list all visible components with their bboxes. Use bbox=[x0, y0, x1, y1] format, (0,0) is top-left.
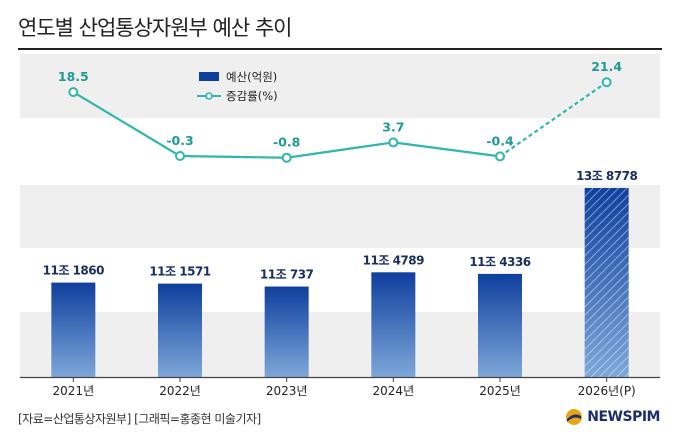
bar-value-label: 11조 4789 bbox=[363, 253, 424, 267]
growth-point bbox=[601, 77, 612, 88]
legend-bar-swatch bbox=[199, 72, 219, 81]
background-band-3 bbox=[20, 312, 660, 377]
background-band-1 bbox=[20, 54, 660, 118]
bar-value-label: 11조 1571 bbox=[149, 265, 210, 279]
growth-value-label: -0.3 bbox=[166, 133, 193, 148]
growth-value-label: 18.5 bbox=[58, 69, 89, 84]
legend: 예산(억원) 증감률(%) bbox=[197, 70, 278, 103]
growth-point bbox=[388, 137, 399, 148]
source-credit: [자료=산업통상자원부] [그래픽=홍종현 미술기자] bbox=[18, 412, 261, 426]
growth-value-label: -0.8 bbox=[273, 135, 300, 150]
growth-value-label: 3.7 bbox=[382, 119, 404, 134]
newspim-mark-icon bbox=[566, 409, 583, 425]
x-axis-label: 2022년 bbox=[159, 384, 201, 398]
growth-point bbox=[175, 151, 185, 162]
bar-2022년 bbox=[158, 283, 202, 377]
growth-value-label: 21.4 bbox=[591, 59, 622, 74]
brand-name: NEWSPIM bbox=[587, 409, 660, 425]
growth-point bbox=[495, 151, 505, 162]
brand-logo: NEWSPIM bbox=[565, 408, 660, 426]
x-axis-label: 2021년 bbox=[53, 384, 95, 398]
bar-2025년 bbox=[478, 273, 522, 377]
legend-line-marker bbox=[205, 92, 213, 100]
bar-value-label: 13조 8778 bbox=[576, 169, 637, 183]
bar-value-label: 11조 1860 bbox=[43, 264, 104, 278]
bar-2024년 bbox=[371, 272, 416, 377]
title-divider bbox=[18, 48, 662, 50]
bar-value-label: 11조 737 bbox=[260, 268, 314, 282]
x-axis-label: 2025년 bbox=[479, 384, 521, 398]
growth-point bbox=[281, 152, 292, 163]
legend-bar-label: 예산(억원) bbox=[226, 70, 277, 84]
chart-title: 연도별 산업통상자원부 예산 추이 bbox=[18, 16, 293, 40]
x-axis-label: 2024년 bbox=[373, 384, 415, 398]
bar-value-label: 11조 4336 bbox=[469, 255, 530, 269]
bar-2021년 bbox=[51, 282, 96, 377]
growth-value-label: -0.4 bbox=[486, 133, 514, 148]
growth-point bbox=[68, 87, 79, 98]
legend-line-label: 증감률(%) bbox=[226, 89, 278, 103]
bar-2023년 bbox=[264, 286, 309, 377]
x-axis-label: 2023년 bbox=[266, 384, 308, 398]
bar-projection-hatch bbox=[584, 188, 629, 377]
x-axis-label: 2026년(P) bbox=[578, 384, 636, 398]
growth-line-projected bbox=[499, 81, 608, 158]
background-band-2 bbox=[20, 185, 660, 248]
